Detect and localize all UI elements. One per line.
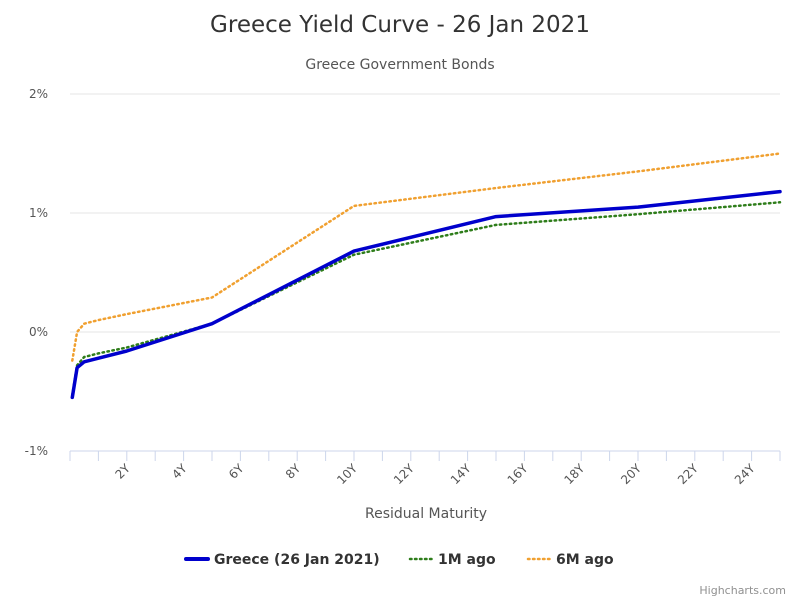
x-tick-label: 24Y xyxy=(732,461,758,487)
y-axis-ticks: -1% 0% 1% 2% xyxy=(25,87,48,458)
y-tick-label: 0% xyxy=(29,325,48,339)
y-tick-label: 2% xyxy=(29,87,48,101)
series-line xyxy=(70,189,782,400)
chart-subtitle: Greece Government Bonds xyxy=(305,57,494,73)
y-tick-label: 1% xyxy=(29,206,48,220)
x-tick-label: 2Y xyxy=(112,461,133,482)
x-tick-label: 12Y xyxy=(391,461,417,487)
series-lines xyxy=(70,152,782,400)
legend-item-label[interactable]: 1M ago xyxy=(438,552,496,568)
x-tick-label: 6Y xyxy=(226,461,247,482)
legend-item-label[interactable]: Greece (26 Jan 2021) xyxy=(214,552,380,568)
gridlines xyxy=(70,93,780,452)
chart-title: Greece Yield Curve - 26 Jan 2021 xyxy=(210,12,590,38)
series-line xyxy=(71,152,782,362)
x-tick-label: 8Y xyxy=(283,461,304,482)
credits-link[interactable]: Highcharts.com xyxy=(699,584,786,597)
x-tick-label: 18Y xyxy=(561,461,587,487)
x-tick-label: 20Y xyxy=(618,461,644,487)
legend: Greece (26 Jan 2021) 1M ago 6M ago xyxy=(184,552,614,568)
x-axis-ticks: 2Y 4Y 6Y 8Y 10Y 12Y 14Y 16Y 18Y 20Y 22Y 24Y xyxy=(69,450,781,487)
x-tick-label: 14Y xyxy=(448,461,474,487)
x-tick-label: 10Y xyxy=(334,461,360,487)
series-line xyxy=(71,201,782,397)
legend-item-label[interactable]: 6M ago xyxy=(556,552,614,568)
x-tick-label: 22Y xyxy=(675,461,701,487)
x-tick-label: 4Y xyxy=(169,461,190,482)
x-tick-label: 16Y xyxy=(505,461,531,487)
x-axis-title: Residual Maturity xyxy=(365,506,487,522)
y-tick-label: -1% xyxy=(25,444,48,458)
